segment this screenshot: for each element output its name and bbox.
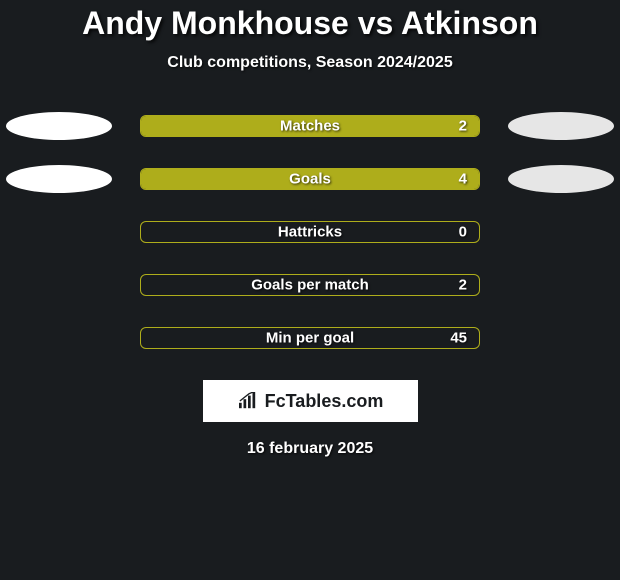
stat-row: Goals 4 [0,165,620,193]
stat-value: 4 [459,171,467,188]
stat-label: Min per goal [266,330,354,347]
chart-icon [237,392,259,410]
stat-row: Hattricks 0 [0,218,620,246]
stat-label: Goals [289,171,331,188]
stat-bar: Goals per match 2 [140,274,480,296]
left-ellipse [6,165,112,193]
stat-bar: Min per goal 45 [140,327,480,349]
branding-badge: FcTables.com [203,380,418,422]
stat-row: Matches 2 [0,112,620,140]
stat-label: Hattricks [278,224,342,241]
stat-value: 45 [450,330,467,347]
comparison-card: Andy Monkhouse vs Atkinson Club competit… [0,0,620,458]
right-ellipse [508,165,614,193]
stat-bar: Matches 2 [140,115,480,137]
page-subtitle: Club competitions, Season 2024/2025 [0,54,620,72]
stats-list: Matches 2 Goals 4 Hattricks 0 Goals per match 2… [0,112,620,352]
stat-bar: Goals 4 [140,168,480,190]
page-title: Andy Monkhouse vs Atkinson [0,5,620,42]
stat-value: 2 [459,118,467,135]
stat-row: Goals per match 2 [0,271,620,299]
stat-value: 0 [459,224,467,241]
left-ellipse [6,112,112,140]
stat-bar: Hattricks 0 [140,221,480,243]
branding-text: FcTables.com [265,391,384,412]
right-ellipse [508,112,614,140]
date-label: 16 february 2025 [0,440,620,458]
stat-value: 2 [459,277,467,294]
stat-row: Min per goal 45 [0,324,620,352]
stat-label: Goals per match [251,277,369,294]
stat-label: Matches [280,118,340,135]
